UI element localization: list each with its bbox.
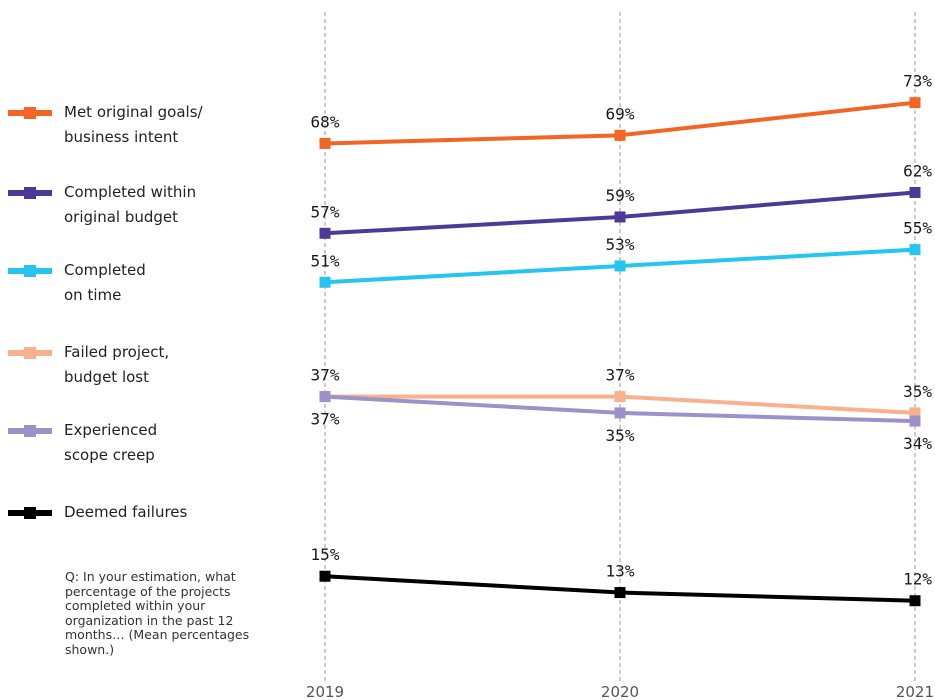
data-point-marker xyxy=(909,97,921,109)
data-point-marker xyxy=(909,595,921,607)
data-label: 34% xyxy=(903,434,932,453)
data-label: 37% xyxy=(606,366,635,385)
legend-swatch xyxy=(8,187,52,199)
data-point-marker xyxy=(614,260,626,272)
data-point-marker xyxy=(319,391,331,403)
data-label: 15% xyxy=(311,545,340,564)
data-point-marker xyxy=(909,244,921,256)
data-label: 55% xyxy=(903,219,932,238)
data-label: 37% xyxy=(311,410,340,429)
data-label: 13% xyxy=(606,562,635,581)
legend-swatch xyxy=(8,507,52,519)
survey-question-note: Q: In your estimation, what percentage o… xyxy=(65,569,250,657)
legend-swatch xyxy=(8,347,52,359)
data-point-marker xyxy=(614,391,626,403)
legend-label: Completed within original budget xyxy=(64,183,197,226)
data-point-marker xyxy=(319,570,331,582)
data-point-marker xyxy=(614,407,626,419)
data-label: 53% xyxy=(606,235,635,254)
legend-label: Met original goals/ business intent xyxy=(64,103,203,146)
data-label: 68% xyxy=(311,112,340,131)
chart-legend: Met original goals/ business intent Compl… xyxy=(0,0,300,700)
legend-swatch xyxy=(8,425,52,437)
data-label: 69% xyxy=(606,104,635,123)
legend-label: Failed project, budget lost xyxy=(64,343,170,386)
data-point-marker xyxy=(909,415,921,427)
data-point-marker xyxy=(614,211,626,223)
data-label: 59% xyxy=(606,186,635,205)
data-point-marker xyxy=(319,276,331,288)
data-label: 12% xyxy=(903,570,932,589)
data-label: 57% xyxy=(311,202,340,221)
data-label: 37% xyxy=(311,366,340,385)
legend-label: Experienced scope creep xyxy=(64,421,158,464)
data-label: 51% xyxy=(311,251,340,270)
legend-label: Deemed failures xyxy=(64,503,188,521)
x-tick-label: 2019 xyxy=(306,683,344,700)
x-tick-label: 2021 xyxy=(896,683,934,700)
legend-swatch xyxy=(8,265,52,277)
data-point-marker xyxy=(909,186,921,198)
data-label: 62% xyxy=(903,161,932,180)
data-point-marker xyxy=(319,137,331,149)
legend-swatch xyxy=(8,107,52,119)
data-point-marker xyxy=(319,227,331,239)
data-label: 73% xyxy=(903,72,932,91)
data-label: 35% xyxy=(606,426,635,445)
data-point-marker xyxy=(614,129,626,141)
legend-label: Completed on time xyxy=(64,261,146,304)
data-point-marker xyxy=(909,407,921,419)
data-label: 35% xyxy=(903,382,932,401)
x-tick-label: 2020 xyxy=(601,683,639,700)
data-point-marker xyxy=(614,587,626,599)
